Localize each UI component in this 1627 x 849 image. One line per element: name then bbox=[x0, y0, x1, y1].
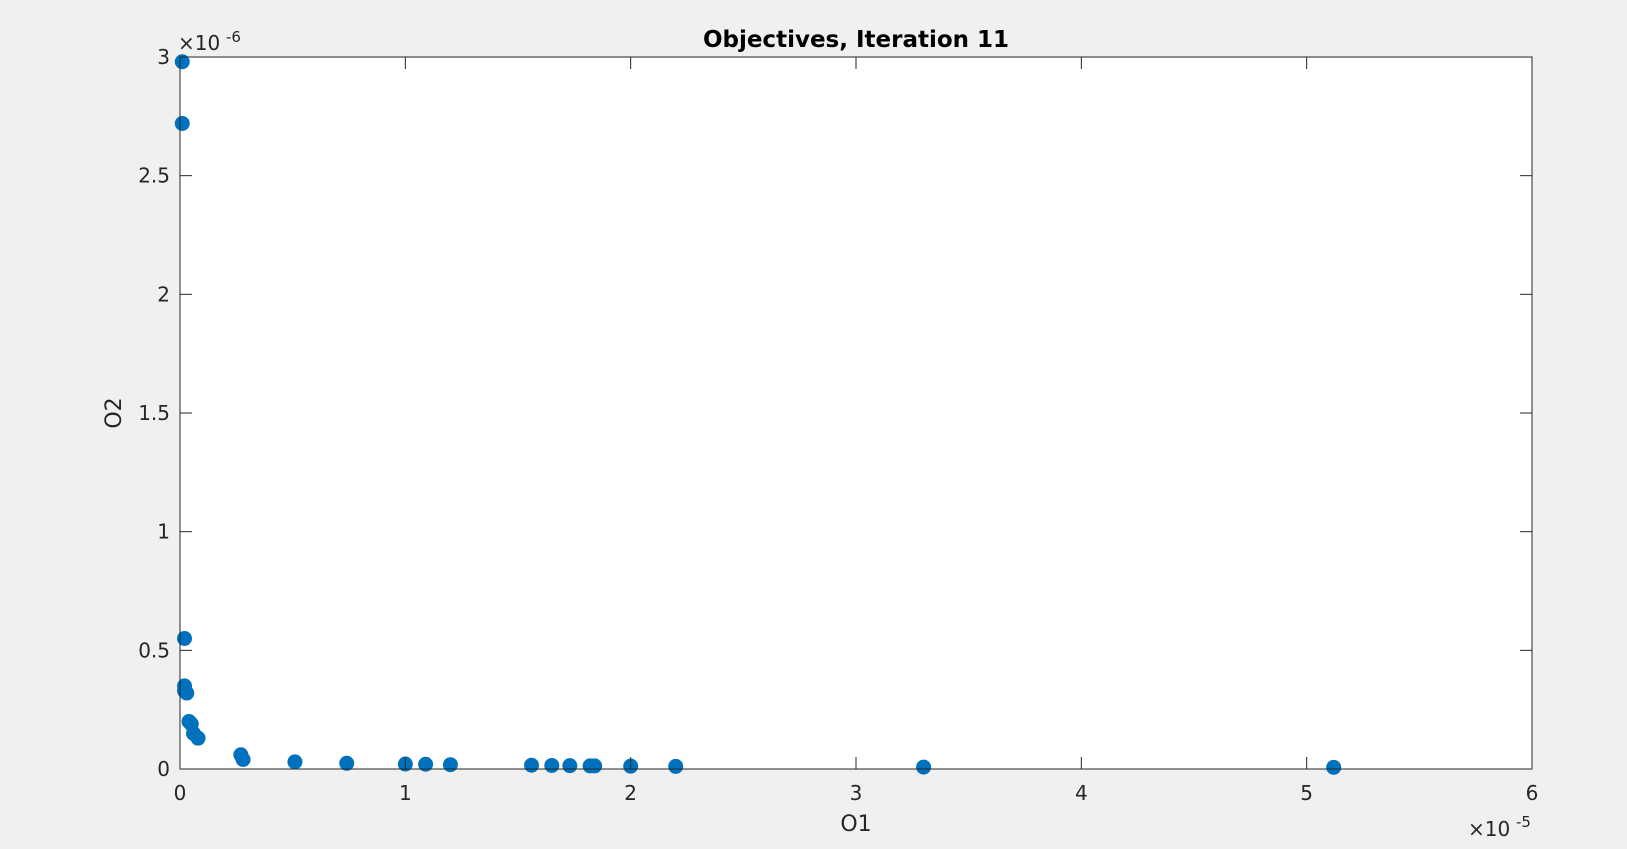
plot-area bbox=[180, 57, 1532, 769]
x-axis-multiplier: ×10 -5 bbox=[1468, 813, 1531, 841]
y-tick-label: 2 bbox=[157, 282, 170, 306]
y-axis-multiplier: ×10 -6 bbox=[178, 28, 241, 55]
data-point bbox=[587, 758, 603, 774]
data-point bbox=[177, 630, 193, 646]
data-point bbox=[339, 755, 355, 771]
y-multiplier-exponent: -6 bbox=[226, 28, 241, 46]
data-point bbox=[442, 757, 458, 773]
x-tick-label: 6 bbox=[1526, 781, 1539, 805]
x-tick-label: 5 bbox=[1300, 781, 1313, 805]
x-multiplier-base: ×10 bbox=[1468, 817, 1510, 841]
x-tick-label: 2 bbox=[624, 781, 637, 805]
data-markers bbox=[174, 54, 1342, 775]
y-tick-label: 0.5 bbox=[138, 638, 170, 662]
data-point bbox=[524, 757, 540, 773]
y-tick-label: 1.5 bbox=[138, 401, 170, 425]
data-point bbox=[916, 759, 932, 775]
x-axis-ticks: 0 1 2 3 4 5 6 bbox=[174, 57, 1539, 805]
x-axis-label: O1 bbox=[840, 812, 871, 837]
data-point bbox=[562, 758, 578, 774]
y-tick-label: 0 bbox=[157, 757, 170, 781]
chart-title: Objectives, Iteration 11 bbox=[703, 27, 1009, 53]
y-tick-label: 1 bbox=[157, 520, 170, 544]
y-tick-label: 3 bbox=[157, 45, 170, 69]
x-multiplier-exponent: -5 bbox=[1516, 813, 1531, 831]
y-axis-ticks: 0 0.5 1 1.5 2 2.5 3 bbox=[138, 45, 1532, 781]
y-axis-label: O2 bbox=[102, 397, 127, 428]
data-point bbox=[190, 730, 206, 746]
x-tick-label: 0 bbox=[174, 781, 187, 805]
data-point bbox=[287, 754, 303, 770]
data-point bbox=[668, 758, 684, 774]
data-point bbox=[179, 685, 195, 701]
data-point bbox=[174, 115, 190, 131]
data-point bbox=[235, 752, 251, 768]
x-tick-label: 3 bbox=[850, 781, 863, 805]
x-tick-label: 4 bbox=[1075, 781, 1088, 805]
y-tick-label: 2.5 bbox=[138, 164, 170, 188]
data-point bbox=[418, 756, 434, 772]
data-point bbox=[544, 757, 560, 773]
y-multiplier-base: ×10 bbox=[178, 31, 220, 55]
data-point bbox=[174, 54, 190, 70]
x-tick-label: 1 bbox=[399, 781, 412, 805]
data-point bbox=[1326, 759, 1342, 775]
